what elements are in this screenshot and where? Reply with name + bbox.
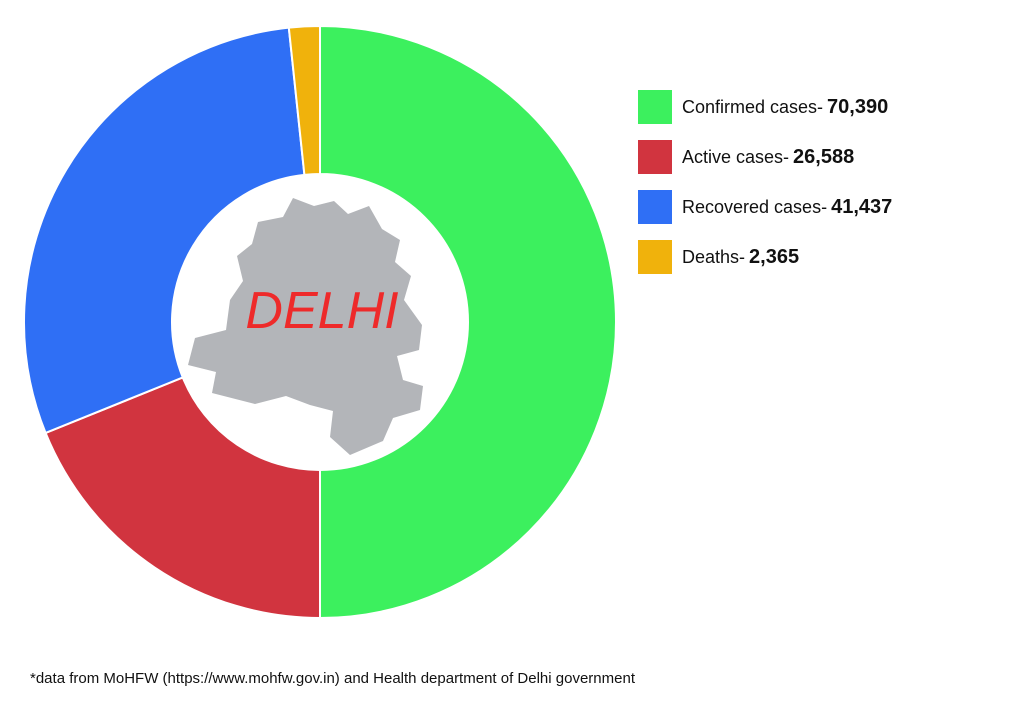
legend-item-deaths: Deaths- 2,365	[638, 240, 892, 274]
legend-swatch-confirmed	[638, 90, 672, 124]
slice-active-cases	[44, 376, 321, 620]
legend-value-recovered: 41,437	[831, 195, 893, 218]
legend-item-recovered: Recovered cases- 41,437	[638, 190, 892, 224]
donut-slices	[23, 24, 617, 620]
footnote: *data from MoHFW (https://www.mohfw.gov.…	[30, 670, 635, 687]
delhi-map-icon	[188, 198, 423, 455]
legend-label-recovered: Recovered cases-	[682, 196, 828, 217]
legend-value-active: 26,588	[793, 145, 855, 168]
slice-confirmed-cases	[319, 24, 617, 620]
legend-swatch-deaths	[638, 240, 672, 274]
legend-label-deaths: Deaths-	[682, 246, 746, 267]
legend: Confirmed cases- 70,390 Active cases- 26,5…	[638, 90, 892, 290]
legend-label-confirmed: Confirmed cases-	[682, 96, 824, 117]
legend-swatch-recovered	[638, 190, 672, 224]
legend-value-confirmed: 70,390	[827, 95, 889, 118]
slice-deaths	[287, 24, 321, 176]
legend-value-deaths: 2,365	[749, 245, 800, 268]
legend-item-active: Active cases- 26,588	[638, 140, 892, 174]
slice-recovered-cases	[23, 26, 306, 435]
legend-item-confirmed: Confirmed cases- 70,390	[638, 90, 892, 124]
legend-label-active: Active cases-	[682, 146, 790, 167]
legend-swatch-active	[638, 140, 672, 174]
center-label: DELHI	[245, 282, 398, 340]
donut-chart: DELHI	[23, 24, 617, 620]
